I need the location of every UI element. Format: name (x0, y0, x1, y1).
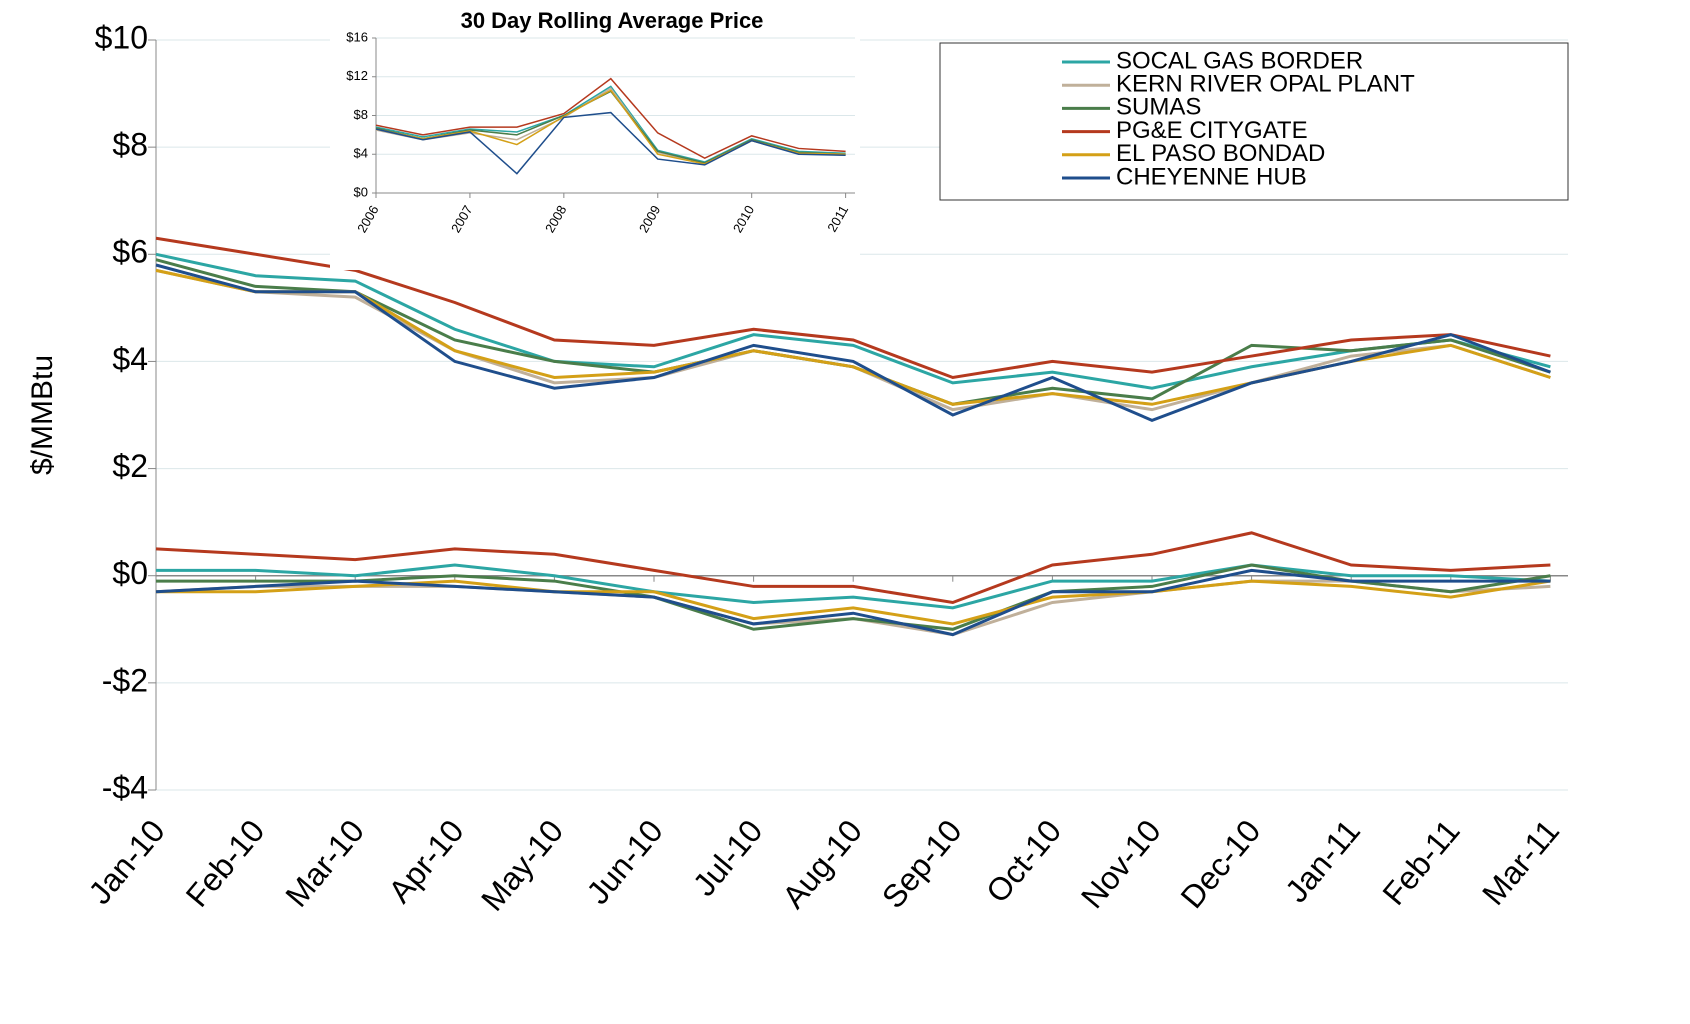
x-tick-label: Jul-10 (686, 813, 770, 903)
y-tick-label: $4 (112, 341, 148, 377)
x-tick-label: Apr-10 (381, 813, 470, 910)
inset-series-line (375, 85, 846, 163)
y-tick-label: $10 (95, 19, 148, 55)
x-tick-label: Oct-10 (979, 813, 1068, 910)
y-tick-label: $8 (112, 127, 148, 163)
series-line (155, 236, 1551, 380)
legend-label: EL PASO BONDAD (1116, 140, 1325, 167)
inset-y-tick-label: $4 (354, 146, 368, 161)
inset-title: 30 Day Rolling Average Price (461, 8, 764, 33)
y-tick-label: $2 (112, 448, 148, 484)
legend-label: KERN RIVER OPAL PLANT (1116, 71, 1415, 98)
x-tick-label: Jan-10 (81, 813, 171, 911)
x-tick-label: Mar-10 (278, 813, 371, 914)
inset-y-tick-label: $16 (346, 29, 368, 44)
inset-y-tick-label: $0 (354, 184, 368, 199)
series-line (155, 531, 1551, 605)
inset-y-tick-label: $8 (354, 107, 368, 122)
x-tick-label: Aug-10 (775, 813, 869, 915)
inset-series-line (375, 111, 846, 175)
y-axis-label: $/MMBtu (26, 355, 59, 475)
y-tick-label: -$2 (102, 662, 148, 698)
series-line (156, 563, 1551, 610)
legend-label: PG&E CITYGATE (1116, 117, 1308, 144)
x-tick-label: May-10 (474, 813, 570, 918)
series-line (155, 568, 1551, 637)
legend-box (939, 42, 1569, 201)
series-line (156, 579, 1551, 626)
y-tick-label: $6 (112, 234, 148, 270)
x-tick-label: Nov-10 (1074, 813, 1168, 915)
series-line (156, 563, 1551, 631)
series-line (155, 268, 1551, 406)
inset-series-line (375, 77, 846, 159)
y-tick-label: -$4 (102, 769, 148, 805)
series-line (155, 263, 1551, 422)
legend-label: SUMAS (1116, 94, 1201, 121)
series-line (155, 258, 1551, 406)
x-tick-label: Mar-11 (1475, 813, 1566, 912)
legend-label: CHEYENNE HUB (1116, 163, 1307, 190)
x-tick-label: Jun-10 (579, 813, 669, 911)
x-tick-label: Feb-11 (1375, 813, 1466, 912)
series-line (155, 252, 1551, 390)
inset-y-tick-label: $12 (346, 68, 368, 83)
x-tick-label: Jan-11 (1278, 813, 1367, 909)
x-tick-label: Dec-10 (1174, 813, 1268, 915)
y-tick-label: $0 (112, 555, 148, 591)
x-tick-label: Feb-10 (179, 813, 272, 914)
legend-label: SOCAL GAS BORDER (1116, 47, 1363, 74)
x-tick-label: Sep-10 (875, 813, 969, 915)
